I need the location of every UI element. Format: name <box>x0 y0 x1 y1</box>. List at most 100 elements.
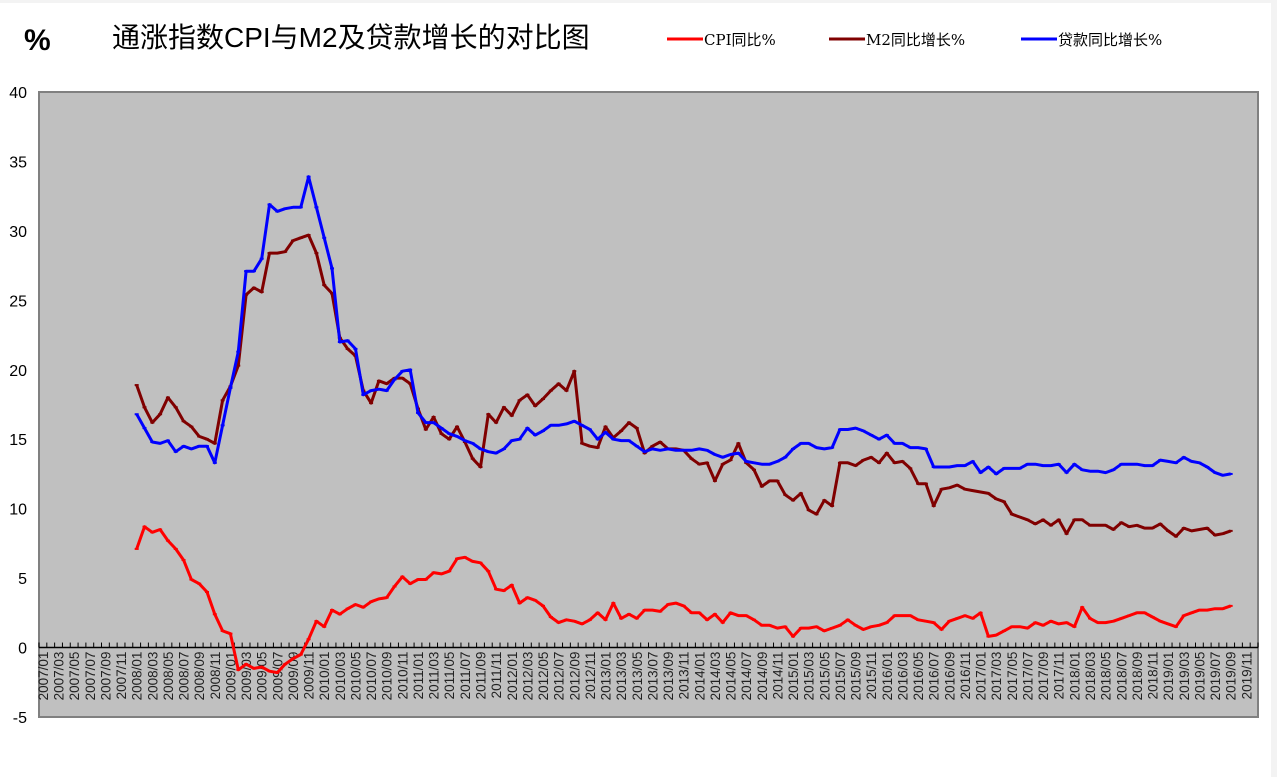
legend-item-m2: M2同比增长% <box>829 31 965 49</box>
x-tick-label: 2017/01 <box>974 652 989 701</box>
x-tick-label: 2009/01 <box>223 652 238 701</box>
x-tick-label: 2009/09 <box>286 652 301 701</box>
x-tick-label: 2013/07 <box>645 652 660 701</box>
y-tick-label: 40 <box>9 85 27 102</box>
y-tick-label: 5 <box>18 571 27 588</box>
x-tick-label: 2019/11 <box>1239 652 1254 700</box>
x-tick-label: 2016/05 <box>911 652 926 701</box>
legend-label-cpi: CPI同比% <box>704 31 776 49</box>
x-tick-label: 2012/09 <box>567 652 582 701</box>
x-tick-label: 2018/01 <box>1067 652 1082 701</box>
x-tick-label: 2013/09 <box>661 652 676 701</box>
series-points-cpi <box>134 525 1233 674</box>
x-tick-label: 2011/11 <box>489 652 504 699</box>
x-tick-label: 2015/03 <box>802 652 817 701</box>
x-tick-label: 2019/05 <box>1192 652 1207 701</box>
x-tick-label: 2017/05 <box>1005 652 1020 701</box>
x-tick-label: 2018/07 <box>1114 652 1129 701</box>
x-tick-label: 2014/01 <box>692 652 707 701</box>
x-tick-label: 2008/07 <box>177 652 192 701</box>
x-tick-label: 2014/07 <box>739 652 754 701</box>
x-tick-label: 2010/01 <box>317 652 332 701</box>
x-tick-label: 2019/03 <box>1177 652 1192 701</box>
x-tick-label: 2009/07 <box>270 652 285 701</box>
x-tick-label: 2014/05 <box>724 652 739 701</box>
y-tick-label: -5 <box>13 710 27 727</box>
x-tick-label: 2010/05 <box>348 652 363 701</box>
x-tick-label: 2015/11 <box>864 652 879 700</box>
x-tick-label: 2014/03 <box>708 652 723 701</box>
x-tick-label: 2013/01 <box>599 652 614 701</box>
x-tick-label: 2012/03 <box>520 652 535 701</box>
x-tick-label: 2019/07 <box>1208 652 1223 701</box>
series-lines <box>134 175 1233 675</box>
y-axis: 40 35 30 25 20 15 10 5 0 -5 <box>9 85 27 727</box>
x-tick-label: 2010/09 <box>380 652 395 701</box>
x-tick-label: 2015/09 <box>849 652 864 701</box>
x-tick-label: 2016/07 <box>927 652 942 701</box>
x-tick-label: 2016/09 <box>942 652 957 701</box>
x-tick-label: 2007/07 <box>83 652 98 701</box>
x-tick-label: 2008/11 <box>208 652 223 700</box>
y-tick-label: 15 <box>9 432 27 449</box>
x-tick-label: 2015/07 <box>833 652 848 701</box>
y-tick-label: 0 <box>18 641 27 658</box>
legend-item-loans: 贷款同比增长% <box>1021 31 1162 49</box>
x-tick-label: 2016/03 <box>895 652 910 701</box>
x-tick-label: 2009/05 <box>255 652 270 701</box>
y-tick-label: 35 <box>9 154 27 171</box>
x-tick-label: 2009/03 <box>239 652 254 701</box>
x-tick-label: 2018/11 <box>1146 652 1161 700</box>
x-tick-label: 2011/09 <box>473 652 488 700</box>
x-tick-label: 2008/05 <box>161 652 176 701</box>
x-axis: 2007/01 2007/03 2007/05 2007/07 2007/09 2007/… <box>36 642 1259 701</box>
x-tick-label: 2012/01 <box>505 652 520 701</box>
x-tick-label: 2007/05 <box>67 652 82 701</box>
x-tick-label: 2008/09 <box>192 652 207 701</box>
x-tick-label: 2015/05 <box>817 652 832 701</box>
x-tick-label: 2012/11 <box>583 652 598 700</box>
x-tick-label: 2010/03 <box>333 652 348 701</box>
x-tick-label: 2017/11 <box>1052 652 1067 700</box>
legend-label-loans: 贷款同比增长% <box>1058 31 1162 49</box>
x-tick-label: 2014/09 <box>755 652 770 701</box>
x-tick-label: 2007/03 <box>52 652 67 701</box>
x-tick-label: 2013/11 <box>677 652 692 700</box>
x-tick-label: 2011/07 <box>458 652 473 700</box>
legend-label-m2: M2同比增长% <box>866 31 965 49</box>
x-tick-label: 2018/05 <box>1099 652 1114 701</box>
x-tick-label: 2017/07 <box>1020 652 1035 701</box>
x-tick-label: 2008/03 <box>145 652 160 701</box>
y-unit-label: % <box>24 24 51 57</box>
y-tick-label: 30 <box>9 224 27 241</box>
x-tick-label: 2007/09 <box>98 652 113 701</box>
y-tick-label: 25 <box>9 293 27 310</box>
chart-title: 通涨指数CPI与M2及贷款增长的对比图 <box>112 22 590 53</box>
x-tick-label: 2011/05 <box>442 652 457 700</box>
x-tick-label: 2007/01 <box>36 652 51 701</box>
x-tick-label: 2011/01 <box>411 652 426 700</box>
x-tick-label: 2009/11 <box>302 652 317 700</box>
x-tick-label: 2018/03 <box>1083 652 1098 701</box>
x-tick-label: 2019/09 <box>1224 652 1239 701</box>
plot-area <box>38 91 1259 718</box>
y-tick-label: 10 <box>9 502 27 519</box>
x-tick-label: 2017/09 <box>1036 652 1051 701</box>
x-tick-label: 2013/05 <box>630 652 645 701</box>
legend: CPI同比% M2同比增长% 贷款同比增长% <box>667 31 1162 49</box>
x-tick-label: 2011/03 <box>427 652 442 700</box>
x-tick-label: 2013/03 <box>614 652 629 701</box>
x-tick-label: 2019/01 <box>1161 652 1176 701</box>
x-tick-label: 2008/01 <box>130 652 145 701</box>
window-right-strip <box>1271 0 1277 777</box>
x-tick-label: 2016/01 <box>880 652 895 701</box>
x-tick-label: 2015/01 <box>786 652 801 701</box>
x-tick-label: 2018/09 <box>1130 652 1145 701</box>
x-tick-label: 2010/07 <box>364 652 379 701</box>
window-top-strip <box>0 0 1277 3</box>
legend-item-cpi: CPI同比% <box>667 31 776 49</box>
x-tick-label: 2017/03 <box>989 652 1004 701</box>
series-points-loans <box>134 175 1233 477</box>
x-tick-label: 2010/11 <box>395 652 410 700</box>
